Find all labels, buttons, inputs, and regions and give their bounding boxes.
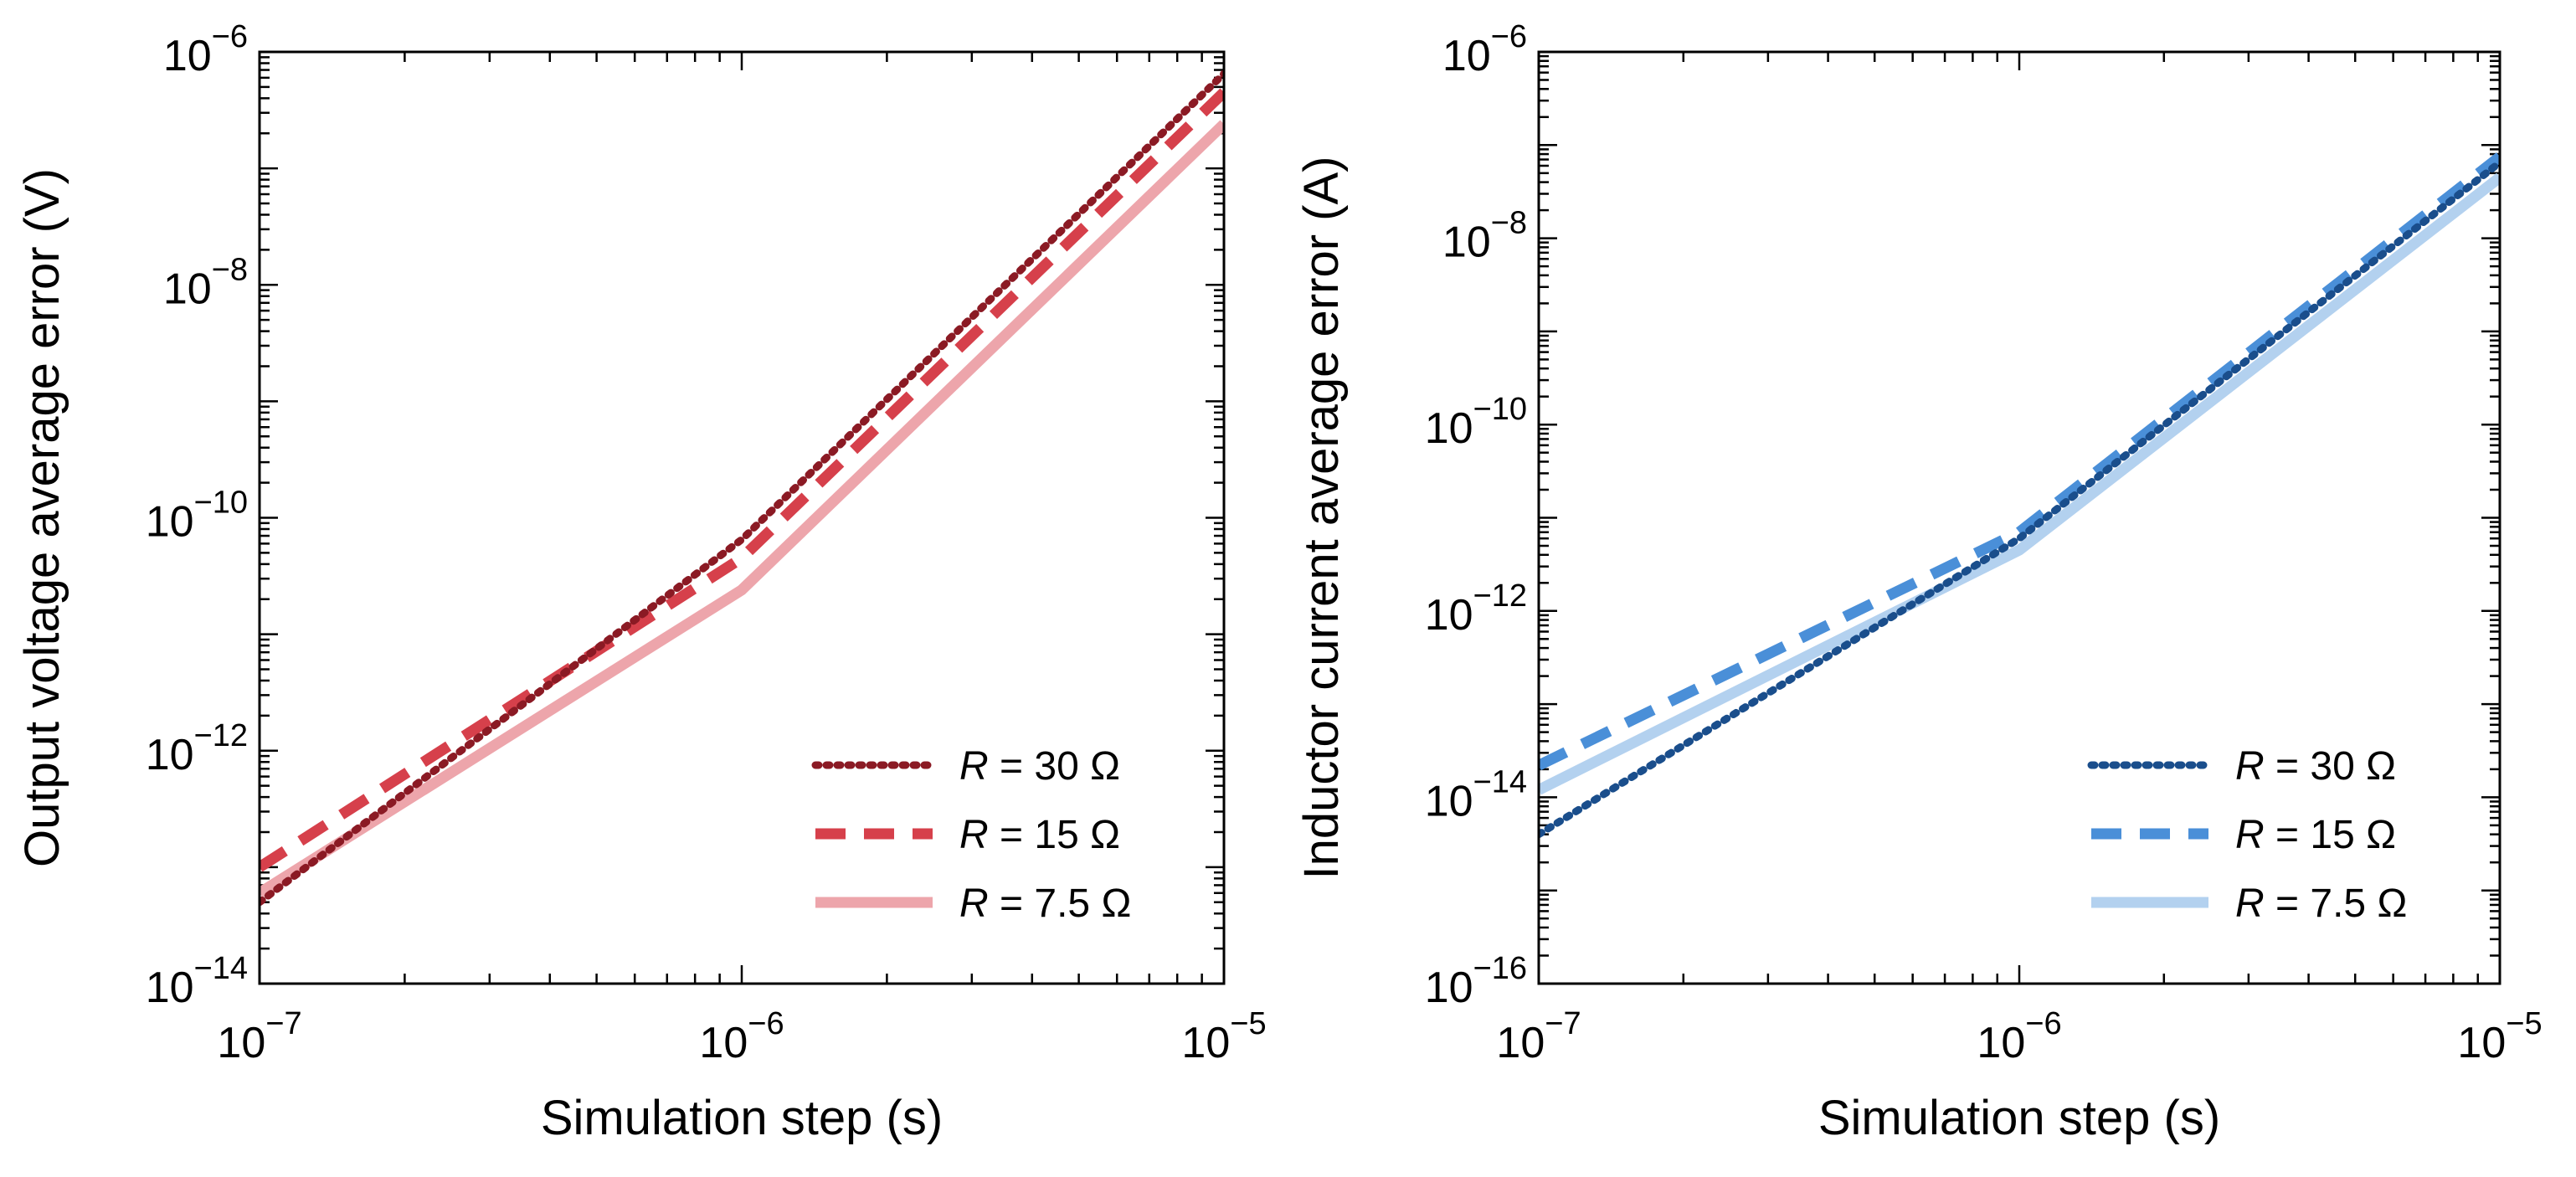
series-group: [1539, 157, 2500, 835]
y-tick-label: 10−12: [146, 718, 248, 779]
y-tick-label: 10−14: [1425, 764, 1527, 825]
legend-label: R = 30 Ω: [2235, 744, 2396, 789]
x-tick-label: 10−6: [1977, 1006, 2061, 1067]
legend-label: R = 7.5 Ω: [959, 881, 1131, 926]
y-tick-label: 10−6: [1442, 19, 1527, 80]
y-axis-label: Inductor current average error (A): [1294, 157, 1349, 880]
x-axis-label: Simulation step (s): [541, 1091, 943, 1145]
y-tick-label: 10−16: [1425, 951, 1527, 1012]
y-tick-label: 10−12: [1425, 578, 1527, 640]
y-tick-label: 10−10: [1425, 392, 1527, 453]
x-tick-label: 10−5: [1181, 1006, 1266, 1067]
legend-label: R = 15 Ω: [959, 813, 1120, 857]
x-axis-label: Simulation step (s): [1818, 1091, 2220, 1145]
legend-label: R = 15 Ω: [2235, 813, 2396, 857]
y-axis-label: Output voltage average error (V): [15, 168, 69, 867]
x-tick-label: 10−6: [699, 1006, 784, 1067]
legend-label: R = 30 Ω: [959, 744, 1120, 789]
y-tick-label: 10−6: [163, 19, 248, 80]
legend: R = 30 Ω R = 15 Ω R = 7.5 Ω: [2091, 744, 2407, 926]
figure: 10−7 10−6 10−5 10−14 10−12 10−10 10−8 10−6 Simul…: [0, 0, 2576, 1177]
x-tick-label: 10−7: [1496, 1006, 1581, 1067]
y-tick-label: 10−8: [1442, 206, 1527, 267]
series-line-15-ohm: [1539, 157, 2500, 765]
x-tick-label: 10−7: [217, 1006, 301, 1067]
chart-2: 10−7 10−6 10−5 10−16 10−14 10−12 10−10 10−8 10−6…: [1294, 19, 2543, 1145]
y-tick-label: 10−8: [163, 252, 248, 313]
x-tick-label: 10−5: [2457, 1006, 2542, 1067]
legend: R = 30 Ω R = 15 Ω R = 7.5 Ω: [815, 744, 1131, 926]
series-line-30-ohm: [1539, 162, 2500, 835]
chart-1: 10−7 10−6 10−5 10−14 10−12 10−10 10−8 10−6 Simul…: [15, 19, 1267, 1145]
legend-label: R = 7.5 Ω: [2235, 881, 2407, 926]
y-tick-label: 10−14: [146, 951, 248, 1012]
y-tick-label: 10−10: [146, 486, 248, 547]
